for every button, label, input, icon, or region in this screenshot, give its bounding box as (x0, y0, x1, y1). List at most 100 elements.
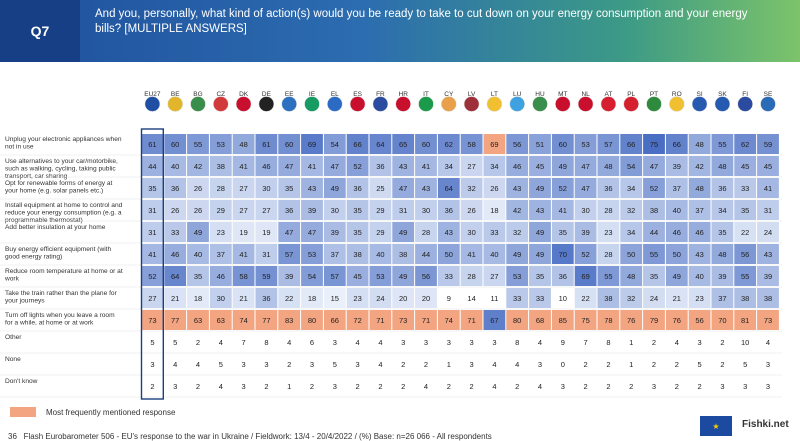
heat-cell (437, 354, 460, 374)
cell-value: 53 (581, 140, 589, 149)
cell-value: 68 (536, 316, 544, 325)
heat-cell (551, 156, 574, 176)
country-code-cz: CZ (216, 91, 225, 98)
heat-cell (574, 332, 597, 352)
heat-cell (323, 222, 346, 242)
cell-value: 4 (766, 338, 770, 347)
cell-value: 60 (171, 140, 179, 149)
cell-value: 39 (673, 162, 681, 171)
heat-cell (187, 134, 209, 154)
row-label-line: such as walking, cycling, taking public (5, 166, 116, 173)
cell-value: 67 (490, 316, 498, 325)
cell-value: 35 (353, 228, 361, 237)
heat-cell (301, 288, 323, 308)
cell-value: 21 (171, 294, 179, 303)
heat-cell (688, 222, 711, 242)
cell-value: 25 (376, 184, 384, 193)
heat-cell (757, 244, 779, 264)
cell-value: 43 (764, 250, 772, 259)
flag-icon-mt (555, 96, 571, 112)
cell-value: 47 (399, 184, 407, 193)
heat-cell (187, 200, 209, 220)
legend: Most frequently mentioned response (10, 407, 175, 417)
row-label-line: programmable thermostat) (5, 217, 83, 224)
country-code-dk: DK (239, 91, 249, 98)
heat-cell (323, 178, 346, 198)
heat-cell (141, 376, 164, 396)
cell-value: 70 (718, 316, 726, 325)
cell-value: 79 (650, 316, 658, 325)
cell-value: 26 (171, 206, 179, 215)
cell-value: 3 (447, 338, 451, 347)
heat-cell (232, 178, 255, 198)
cell-value: 29 (376, 228, 384, 237)
cell-value: 5 (698, 360, 702, 369)
heat-cell (734, 354, 757, 374)
heat-cell (757, 134, 779, 154)
heat-cell (529, 332, 551, 352)
cell-value: 38 (741, 294, 749, 303)
heat-cell (255, 288, 278, 308)
heat-cell (460, 354, 483, 374)
cell-value: 23 (604, 228, 612, 237)
cell-value: 33 (171, 228, 179, 237)
cell-value: 24 (650, 294, 658, 303)
cell-value: 4 (515, 360, 519, 369)
cell-value: 49 (513, 250, 521, 259)
country-code-el: EL (331, 91, 339, 98)
cell-value: 3 (333, 338, 337, 347)
row-label-line: Take the train rather than the plane for (5, 290, 118, 297)
heat-cell (232, 354, 255, 374)
heat-cell (141, 156, 164, 176)
heat-cell (278, 288, 301, 308)
heat-cell (278, 266, 301, 286)
heat-cell (757, 266, 779, 286)
heat-cell (483, 332, 506, 352)
cell-value: 69 (490, 140, 498, 149)
cell-value: 4 (219, 382, 223, 391)
heat-cell (437, 310, 460, 330)
cell-value: 2 (675, 360, 679, 369)
heat-cell (278, 376, 301, 396)
heat-cell (506, 266, 529, 286)
cell-value: 34 (490, 162, 498, 171)
cell-value: 75 (581, 316, 589, 325)
flag-icon-lu (509, 96, 525, 112)
heat-cell (141, 222, 164, 242)
heat-cell (665, 222, 688, 242)
heat-cell (529, 376, 551, 396)
flag-icon-be (167, 96, 183, 112)
cell-value: 41 (467, 250, 475, 259)
cell-value: 64 (171, 272, 179, 281)
heat-cell (620, 266, 643, 286)
cell-value: 66 (627, 140, 635, 149)
heat-cell (665, 200, 688, 220)
heat-cell (232, 288, 255, 308)
heat-cell (209, 310, 232, 330)
cell-value: 52 (148, 272, 156, 281)
heat-cell (255, 156, 278, 176)
heat-cell (392, 200, 415, 220)
heat-cell (415, 244, 437, 264)
cell-value: 85 (559, 316, 567, 325)
heat-cell (506, 200, 529, 220)
heat-cell (688, 288, 711, 308)
heat-cell (665, 288, 688, 308)
heat-cell (392, 310, 415, 330)
row-label-7: Take the train rather than the plane for… (5, 290, 118, 305)
heat-cell (688, 178, 711, 198)
heat-cell (643, 376, 665, 396)
heat-cell (643, 134, 665, 154)
cell-value: 2 (401, 360, 405, 369)
row-label-9: Other (5, 334, 22, 341)
heat-cell (711, 266, 734, 286)
cell-value: 43 (536, 206, 544, 215)
cell-value: 27 (262, 206, 270, 215)
cell-value: 39 (718, 272, 726, 281)
heat-cell (323, 244, 346, 264)
european-commission-logo: ★ (700, 416, 732, 436)
row-label-line: not in use (5, 144, 34, 151)
heat-cell (529, 178, 551, 198)
cell-value: 40 (695, 272, 703, 281)
cell-value: 46 (513, 162, 521, 171)
